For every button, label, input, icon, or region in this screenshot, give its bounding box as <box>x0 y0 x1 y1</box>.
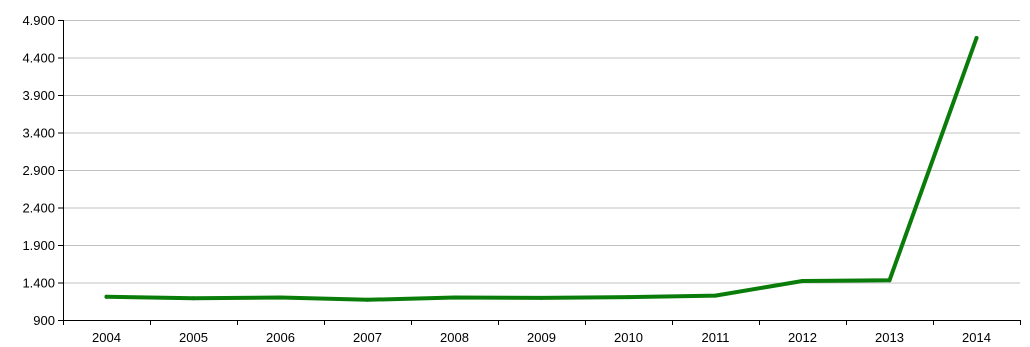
x-tick-label: 2004 <box>92 330 121 345</box>
data-point <box>104 294 109 299</box>
x-tick-label: 2010 <box>614 330 643 345</box>
data-point <box>365 297 370 302</box>
x-tick-label: 2012 <box>788 330 817 345</box>
y-tick-label: 3.400 <box>22 126 55 141</box>
data-point <box>974 36 979 40</box>
y-tick-label: 1.400 <box>22 276 55 291</box>
y-axis-ticks: 900 1.400 1.900 2.400 2.900 3.400 3.900 4.400 4.… <box>22 13 63 328</box>
data-point <box>800 279 805 283</box>
data-point <box>539 295 544 300</box>
series-layer <box>104 36 979 302</box>
y-tick-label: 1.900 <box>22 238 55 253</box>
data-point <box>278 295 283 300</box>
data-point <box>713 293 718 298</box>
series-line <box>104 36 979 302</box>
y-tick-label: 4.400 <box>22 51 55 66</box>
x-tick-label: 2014 <box>962 330 991 345</box>
data-point <box>452 295 457 300</box>
x-axis-ticks: 2004 2005 2006 2007 2008 2009 2010 2011 2012 2013… <box>63 320 1021 345</box>
x-tick-label: 2011 <box>702 330 730 345</box>
x-tick-label: 2005 <box>179 330 208 345</box>
data-point <box>626 295 631 300</box>
data-point <box>887 278 892 283</box>
x-tick-label: 2006 <box>266 330 295 345</box>
gridlines <box>63 20 1020 284</box>
y-tick-label: 900 <box>33 313 55 328</box>
y-tick-label: 3.900 <box>22 88 55 103</box>
y-tick-label: 2.400 <box>22 201 55 216</box>
x-tick-label: 2013 <box>875 330 904 345</box>
x-tick-label: 2007 <box>353 330 382 345</box>
y-tick-label: 4.900 <box>22 13 55 28</box>
data-point <box>191 296 196 301</box>
y-tick-label: 2.900 <box>22 163 55 178</box>
x-tick-label: 2009 <box>527 330 556 345</box>
x-tick-label: 2008 <box>440 330 469 345</box>
